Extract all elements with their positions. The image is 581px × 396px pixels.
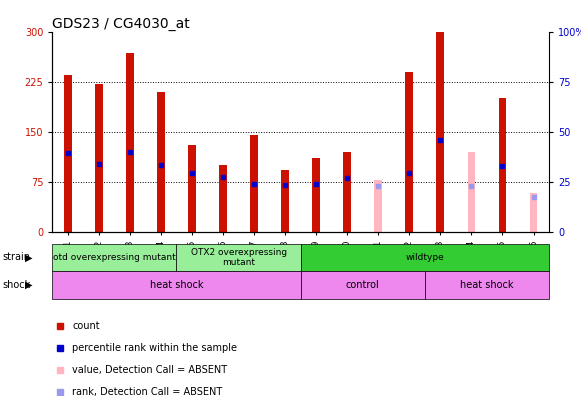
Text: otd overexpressing mutant: otd overexpressing mutant [53, 253, 176, 262]
Bar [188, 145, 196, 232]
Text: rank, Detection Call = ABSENT: rank, Detection Call = ABSENT [72, 386, 223, 396]
Bar [374, 180, 382, 232]
Bar [64, 75, 71, 232]
Text: OTX2 overexpressing
mutant: OTX2 overexpressing mutant [191, 248, 286, 267]
Bar [281, 170, 289, 232]
Text: heat shock: heat shock [460, 280, 514, 290]
Bar [219, 165, 227, 232]
Bar [406, 72, 413, 232]
Bar [177, 244, 301, 271]
Bar [126, 53, 134, 232]
Text: percentile rank within the sample: percentile rank within the sample [72, 343, 237, 353]
Text: ▶: ▶ [25, 280, 33, 290]
Bar [250, 135, 258, 232]
Text: shock: shock [3, 280, 31, 290]
Bar [301, 271, 425, 299]
Text: ▶: ▶ [25, 252, 33, 263]
Bar [301, 244, 549, 271]
Bar [343, 152, 351, 232]
Text: GDS23 / CG4030_at: GDS23 / CG4030_at [52, 17, 190, 30]
Bar [468, 152, 475, 232]
Bar [52, 271, 301, 299]
Bar [436, 32, 444, 232]
Text: count: count [72, 321, 100, 331]
Bar [95, 84, 103, 232]
Bar [157, 91, 165, 232]
Text: value, Detection Call = ABSENT: value, Detection Call = ABSENT [72, 365, 227, 375]
Bar [313, 158, 320, 232]
Text: heat shock: heat shock [150, 280, 203, 290]
Text: strain: strain [3, 252, 31, 263]
Bar [530, 193, 537, 232]
Bar [498, 98, 507, 232]
Bar [52, 244, 177, 271]
Bar [425, 271, 549, 299]
Text: control: control [346, 280, 379, 290]
Text: wildtype: wildtype [406, 253, 444, 262]
